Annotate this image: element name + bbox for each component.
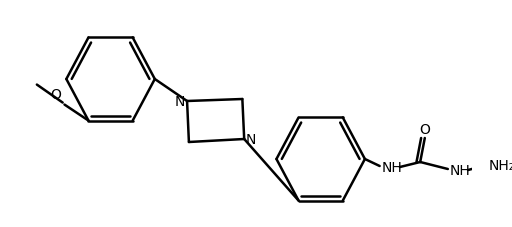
Text: N: N [246, 132, 257, 146]
Text: NH₂: NH₂ [488, 158, 512, 172]
Text: O: O [419, 122, 430, 136]
Text: NH: NH [450, 163, 471, 177]
Text: O: O [50, 87, 61, 101]
Text: NH: NH [381, 160, 402, 174]
Text: N: N [175, 95, 185, 109]
